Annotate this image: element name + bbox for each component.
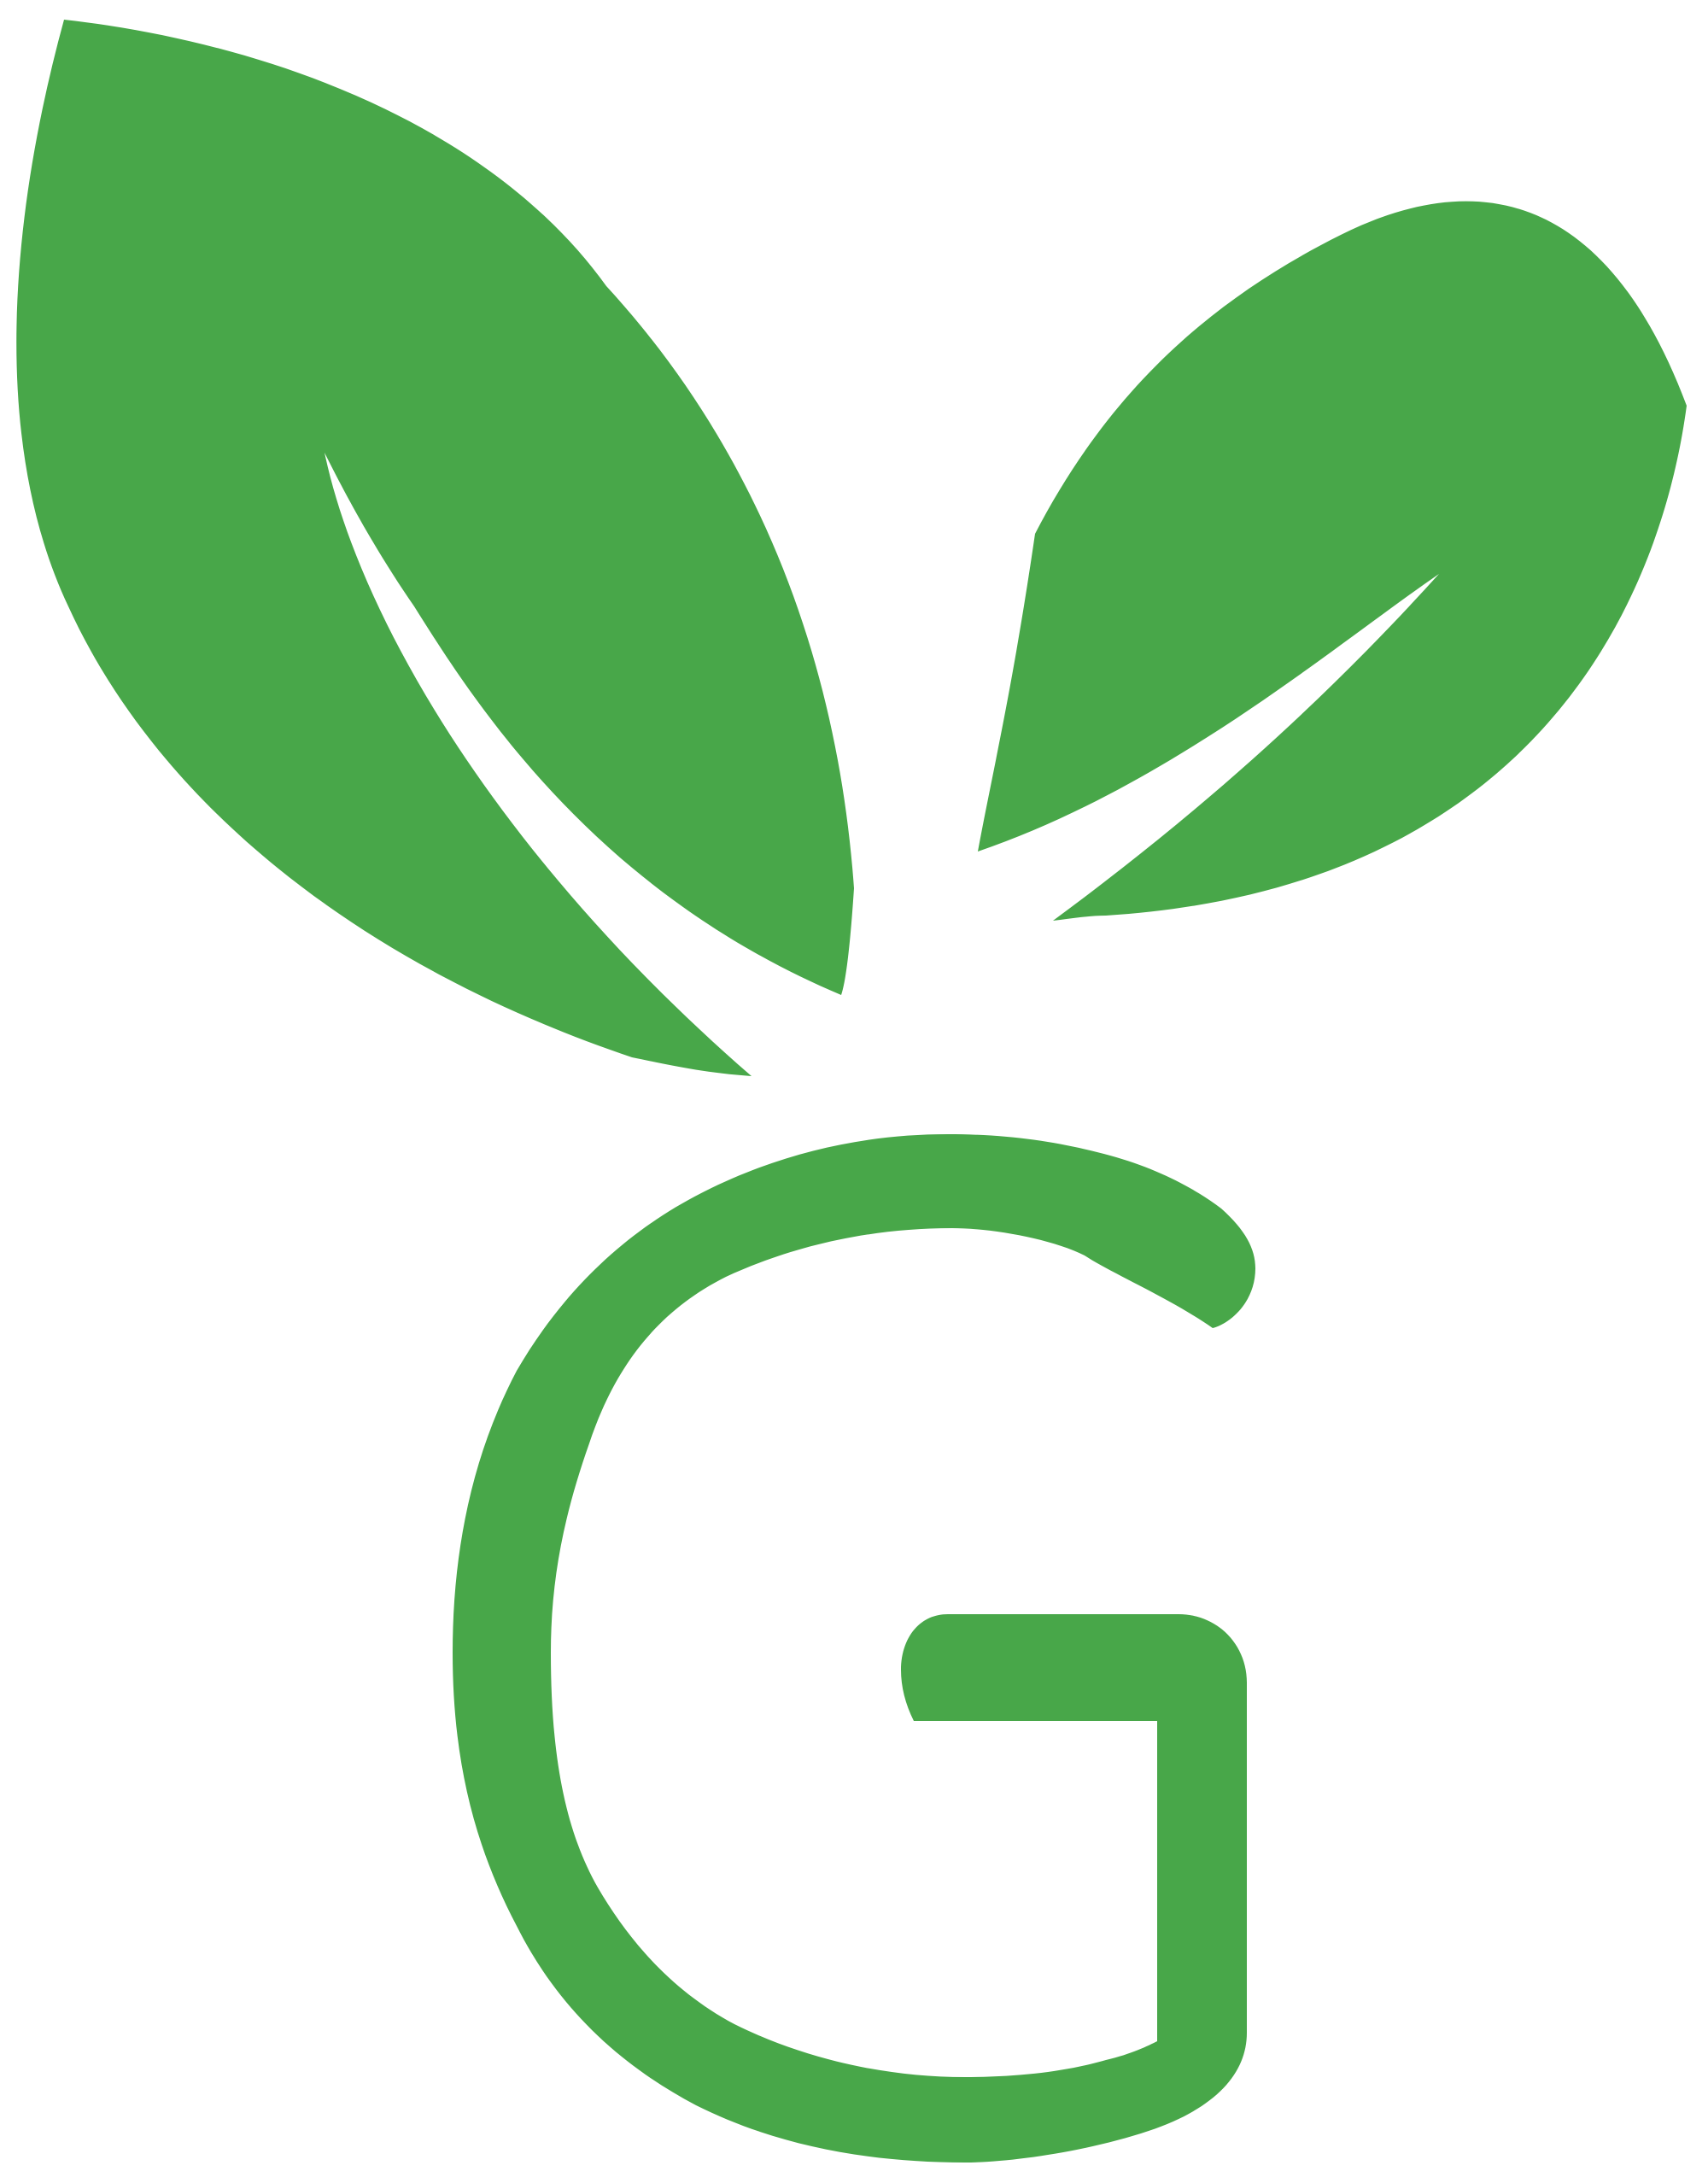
letter-g-icon	[453, 1134, 1255, 2163]
small-leaf-icon	[978, 201, 1687, 921]
large-leaf-icon	[16, 20, 855, 1076]
